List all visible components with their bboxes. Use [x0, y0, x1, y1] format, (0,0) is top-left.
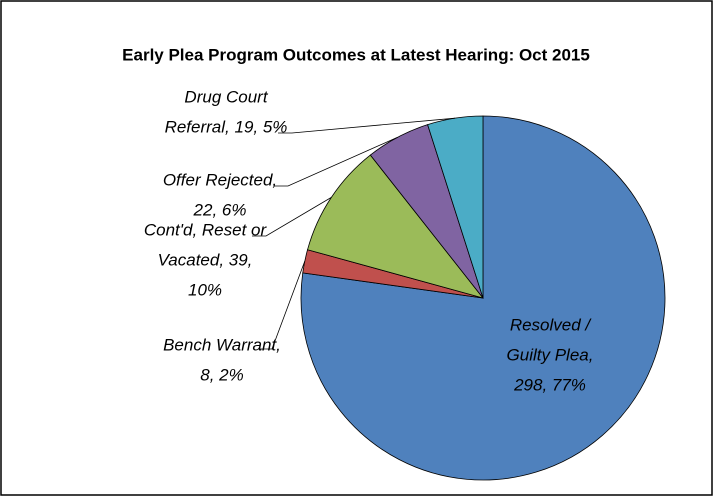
data-label: Referral, 19, 5%: [165, 117, 288, 136]
leader-line: [274, 136, 398, 187]
data-label: Vacated, 39,: [158, 250, 253, 269]
data-label: 298, 77%: [513, 375, 586, 394]
leader-line: [258, 261, 306, 350]
data-label: 8, 2%: [200, 365, 243, 384]
data-label: Bench Warrant,: [163, 335, 281, 354]
data-label: 22, 6%: [193, 200, 247, 219]
data-label: Resolved /: [510, 315, 593, 334]
leader-line: [278, 117, 456, 134]
data-label: Cont'd, Reset or: [144, 220, 268, 239]
data-label: Drug Court: [184, 87, 268, 106]
data-label: Offer Rejected,: [163, 170, 277, 189]
leader-line: [252, 197, 332, 237]
chart-title: Early Plea Program Outcomes at Latest He…: [122, 45, 590, 64]
pie-slice: [307, 154, 485, 299]
pie-slice: [300, 115, 666, 481]
data-label: 10%: [188, 280, 222, 299]
pie-slice: [427, 115, 484, 299]
data-label: Guilty Plea,: [507, 345, 594, 364]
